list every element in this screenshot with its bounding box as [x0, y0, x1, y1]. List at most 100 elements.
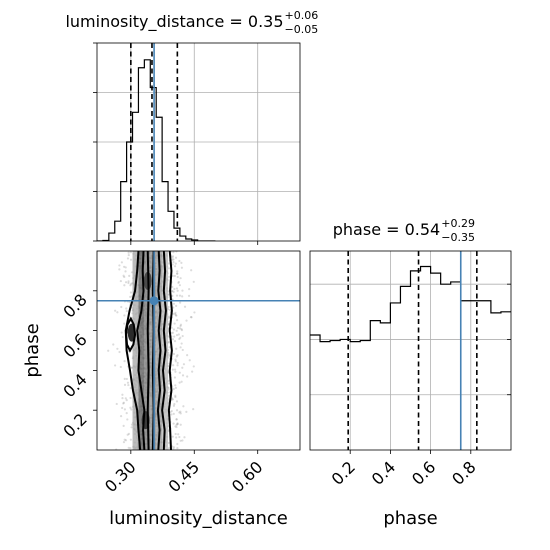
scatter-point: [171, 289, 174, 293]
scatter-point: [176, 326, 180, 330]
scatter-point: [178, 411, 181, 414]
panels: [93, 42, 512, 454]
scatter-point: [122, 274, 125, 277]
scatter-point: [180, 329, 184, 332]
scatter-point: [121, 406, 124, 410]
scatter-point: [175, 304, 178, 307]
scatter-point: [173, 322, 176, 325]
scatter-point: [176, 422, 179, 425]
scatter-point: [129, 438, 132, 441]
scatter-point: [175, 329, 178, 332]
scatter-point: [181, 348, 184, 352]
scatter-point: [172, 306, 175, 309]
scatter-point: [181, 366, 184, 369]
scatter-point: [185, 410, 188, 413]
scatter-point: [177, 333, 180, 336]
x-tick-label-luminosity-distance-2: 0.60: [228, 457, 267, 496]
scatter-point: [173, 368, 177, 371]
scatter-point: [188, 288, 191, 291]
scatter-point: [167, 316, 170, 319]
contour-blob: [125, 316, 137, 353]
scatter-point: [176, 272, 179, 275]
scatter-point: [174, 432, 177, 436]
scatter-point: [167, 267, 171, 270]
scatter-point: [113, 364, 117, 367]
y-tick-label-phase-2: 0.6: [59, 330, 90, 361]
scatter-point: [181, 289, 184, 292]
scatter-point: [176, 364, 179, 367]
scatter-point: [129, 295, 132, 298]
scatter-point: [122, 424, 125, 427]
scatter-point: [180, 328, 183, 331]
scatter-point: [130, 426, 133, 429]
scatter-point: [172, 302, 176, 305]
contour-line-4: [124, 251, 142, 450]
scatter-point: [178, 435, 181, 439]
scatter-point: [189, 315, 193, 319]
scatter-point: [123, 377, 126, 380]
scatter-point: [174, 384, 177, 387]
x-tick-label-phase-2: 0.6: [408, 457, 439, 488]
scatter-point: [171, 263, 174, 266]
y-tick-label-phase-1: 0.4: [59, 370, 90, 401]
scatter-point: [127, 280, 130, 283]
scatter-point: [180, 261, 183, 265]
scatter-point: [129, 284, 132, 287]
scatter-point: [118, 268, 121, 271]
scatter-point: [116, 311, 119, 314]
scatter-point: [175, 294, 179, 297]
scatter-point: [192, 408, 195, 411]
scatter-point: [180, 266, 184, 269]
scatter-point: [174, 394, 177, 397]
scatter-point: [119, 279, 122, 283]
scatter-point: [178, 381, 181, 384]
scatter-point: [171, 435, 174, 438]
scatter-point: [172, 258, 175, 261]
contour-line-6: [167, 251, 173, 450]
marginal-phase-title-sub: −0.35: [441, 231, 475, 244]
scatter-point: [129, 396, 132, 400]
marginal-luminosity-distance-title: luminosity_distance = 0.35: [65, 12, 283, 32]
scatter-point: [126, 433, 129, 436]
scatter-point: [183, 436, 186, 439]
y-tick-label-phase-3: 0.8: [59, 290, 90, 321]
scatter-point: [129, 291, 133, 294]
scatter-point: [176, 422, 179, 426]
scatter-point: [129, 258, 133, 261]
scatter-point: [175, 318, 179, 322]
scatter-point: [181, 295, 184, 298]
scatter-point: [123, 322, 126, 325]
scatter-point: [172, 312, 175, 315]
scatter-point: [167, 315, 171, 318]
scatter-point: [172, 412, 175, 415]
scatter-point: [171, 338, 175, 341]
scatter-point: [173, 403, 176, 406]
scatter-point: [167, 293, 170, 296]
joint-content: [97, 251, 300, 450]
scatter-point: [172, 290, 175, 293]
scatter-point: [126, 418, 129, 421]
scatter-point: [167, 386, 170, 390]
scatter-point: [175, 423, 178, 427]
scatter-point: [178, 327, 182, 330]
x-tick-label-phase-1: 0.4: [368, 457, 399, 488]
joint-frame: [96, 250, 301, 451]
scatter-point: [167, 394, 170, 397]
scatter-point: [168, 346, 171, 349]
scatter-point: [167, 262, 170, 265]
scatter-point: [176, 270, 179, 273]
scatter-point: [170, 326, 173, 329]
scatter-point: [174, 370, 177, 373]
scatter-point: [188, 359, 191, 362]
scatter-point: [107, 349, 110, 352]
scatter-point: [175, 418, 178, 421]
scatter-point: [174, 314, 177, 317]
scatter-point: [176, 442, 179, 446]
x-tick-label-luminosity-distance-0: 0.30: [101, 457, 140, 496]
scatter-point: [171, 285, 174, 289]
scatter-point: [172, 387, 175, 391]
scatter-point: [123, 284, 126, 287]
contour-line-0: [146, 251, 150, 450]
scatter-point: [174, 425, 177, 428]
marginal-phase-title-sup: +0.29: [441, 217, 475, 230]
